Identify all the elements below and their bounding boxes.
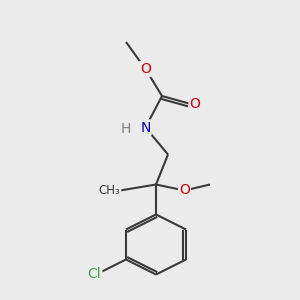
- Text: O: O: [179, 184, 190, 197]
- Text: CH₃: CH₃: [99, 184, 120, 197]
- Text: N: N: [140, 121, 151, 134]
- Text: H: H: [121, 122, 131, 136]
- Text: Cl: Cl: [88, 268, 101, 281]
- Text: O: O: [140, 62, 151, 76]
- Text: O: O: [190, 97, 200, 110]
